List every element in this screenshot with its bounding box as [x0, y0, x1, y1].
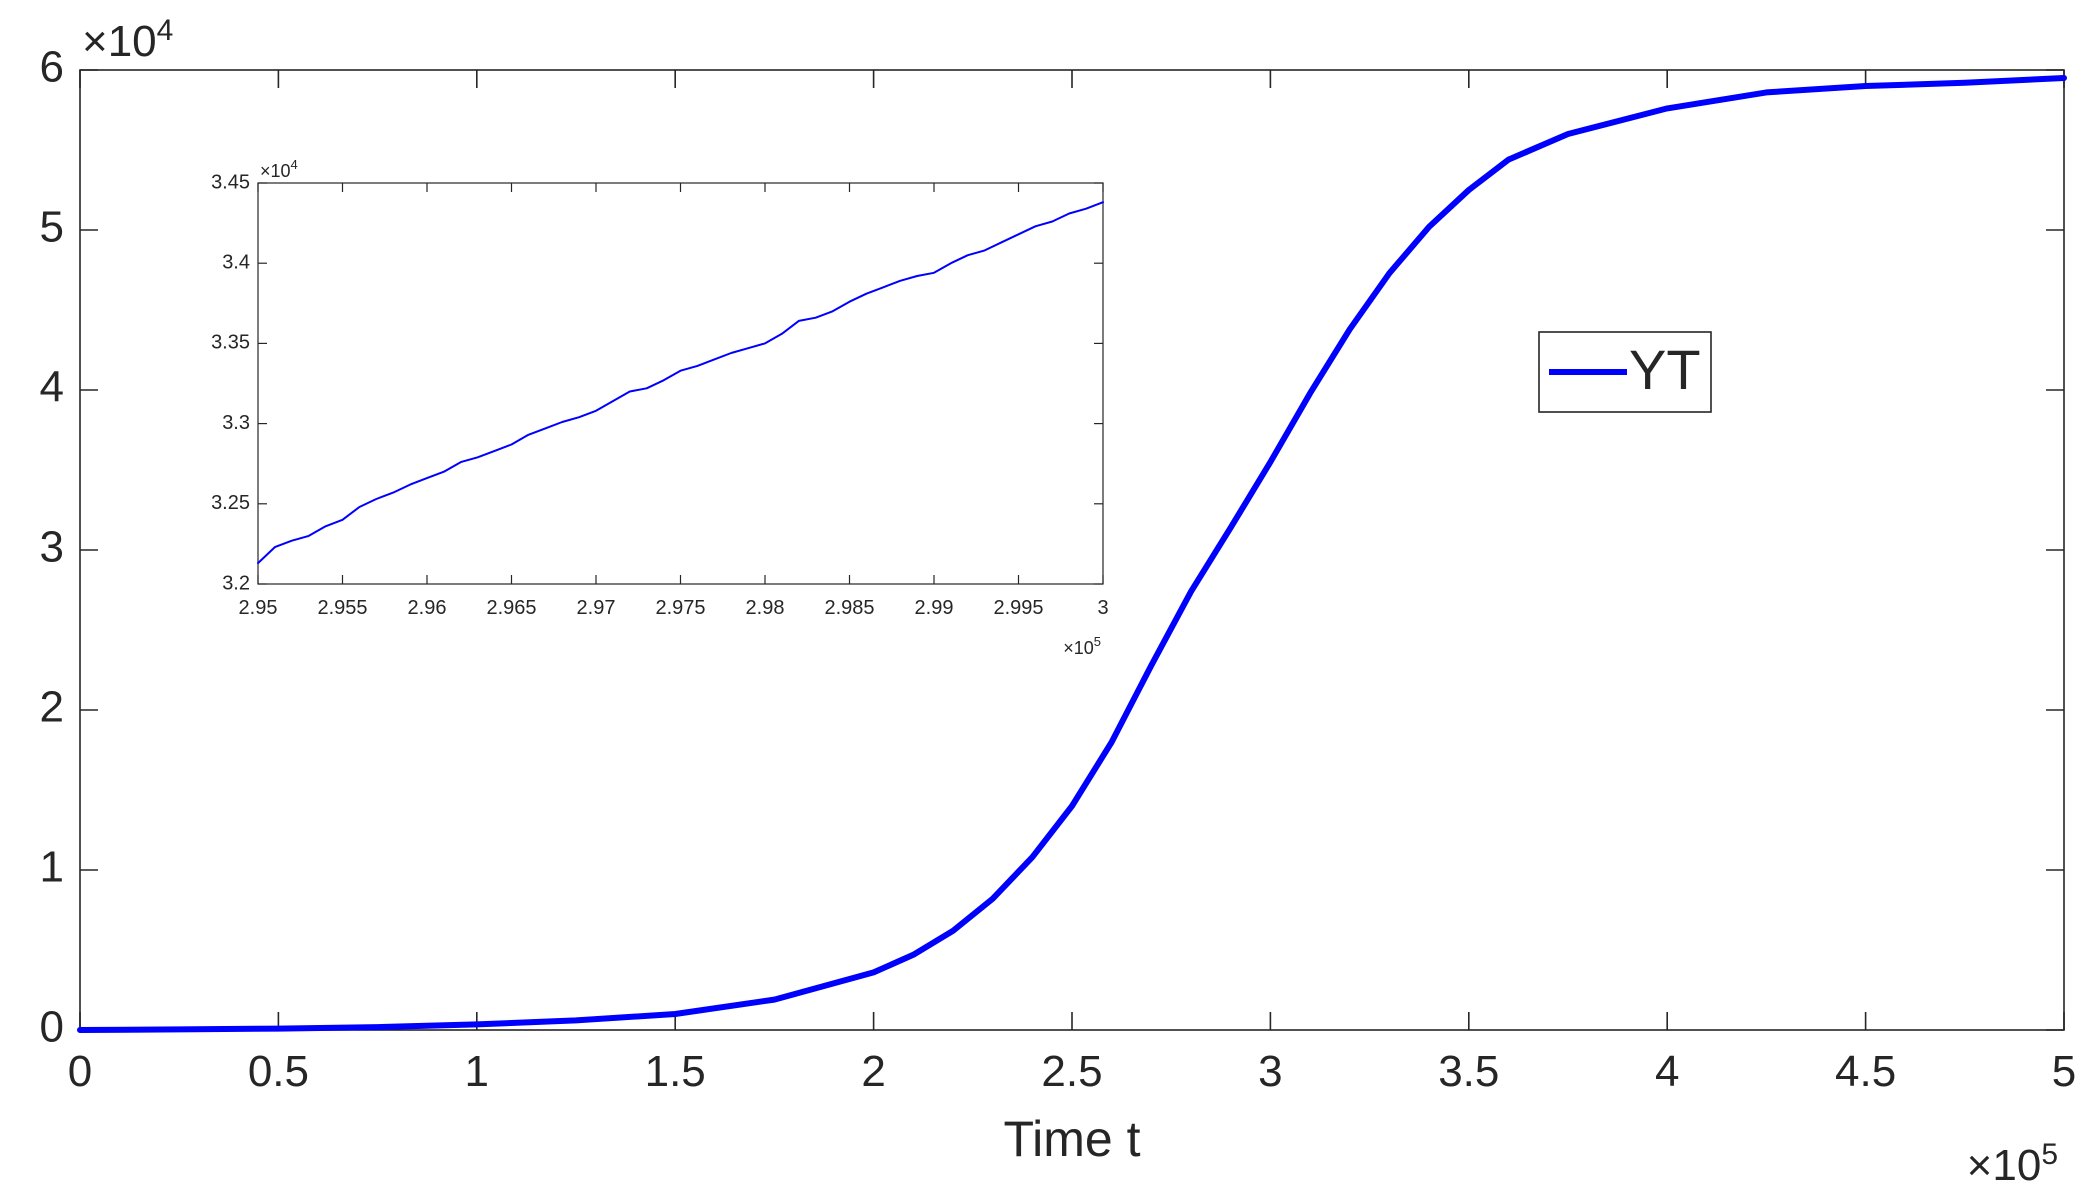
main-x-multiplier: ×105 — [1967, 1138, 2058, 1190]
inset-plot-area — [257, 182, 1104, 585]
inset-x-tick-label: 2.96 — [408, 597, 447, 619]
main-y-tick-label: 1 — [40, 843, 64, 892]
main-x-tick-label: 3.5 — [1438, 1047, 1499, 1096]
main-series-line — [77, 75, 2067, 1033]
inset-x-tick-label: 2.97 — [577, 597, 616, 619]
inset-x-tick-label: 2.965 — [486, 597, 536, 619]
main-x-tick-label: 4.5 — [1835, 1047, 1896, 1096]
main-y-tick-label: 3 — [40, 523, 64, 572]
inset-x-tick-label: 2.99 — [915, 597, 954, 619]
inset-y-multiplier: ×104 — [260, 157, 298, 181]
inset-y-tick-label: 3.25 — [211, 492, 250, 514]
main-y-tick-label: 4 — [40, 363, 64, 412]
inset-series-line — [257, 201, 1104, 565]
inset-y-tick-label: 3.3 — [222, 412, 250, 434]
main-x-tick-label: 0.5 — [248, 1047, 309, 1096]
main-y-tick-label: 5 — [40, 203, 64, 252]
main-x-tick-label: 5 — [2052, 1047, 2076, 1096]
inset-y-tick-label: 3.4 — [222, 251, 250, 273]
main-y-tick-label: 6 — [40, 43, 64, 92]
inset-x-tick-label: 2.975 — [655, 597, 705, 619]
main-y-tick-label: 2 — [40, 683, 64, 732]
inset-x-tick-label: 2.98 — [746, 597, 785, 619]
main-x-tick-label: 3 — [1258, 1047, 1282, 1096]
inset-y-tick-label: 3.35 — [211, 332, 250, 354]
inset-x-multiplier: ×105 — [1063, 634, 1101, 658]
main-x-tick-label: 1 — [465, 1047, 489, 1096]
legend-label: YT — [1629, 338, 1701, 401]
main-x-multiplier-exp: 5 — [2041, 1138, 2058, 1171]
main-y-tick-label: 0 — [40, 1003, 64, 1052]
inset-x-tick-label: 2.995 — [993, 597, 1043, 619]
inset-y-tick-label: 3.2 — [222, 572, 250, 594]
inset-x-tick-label: 2.955 — [317, 597, 367, 619]
main-x-tick-label: 4 — [1655, 1047, 1679, 1096]
inset-x-tick-label: 2.95 — [239, 597, 278, 619]
inset-x-tick-label: 2.985 — [824, 597, 874, 619]
inset-x-multiplier-exp: 5 — [1094, 634, 1101, 649]
main-y-multiplier-exp: 4 — [157, 14, 174, 47]
main-x-axis-label: Time t — [1003, 1111, 1140, 1167]
inset-y-multiplier-exp: 4 — [291, 157, 298, 172]
main-x-tick-label: 1.5 — [645, 1047, 706, 1096]
inset-y-tick-label: 3.45 — [211, 171, 250, 193]
main-x-tick-label: 0 — [68, 1047, 92, 1096]
inset-x-tick-label: 3 — [1097, 597, 1108, 619]
main-x-tick-label: 2.5 — [1041, 1047, 1102, 1096]
main-x-tick-label: 2 — [861, 1047, 885, 1096]
main-y-multiplier: ×104 — [82, 14, 173, 66]
